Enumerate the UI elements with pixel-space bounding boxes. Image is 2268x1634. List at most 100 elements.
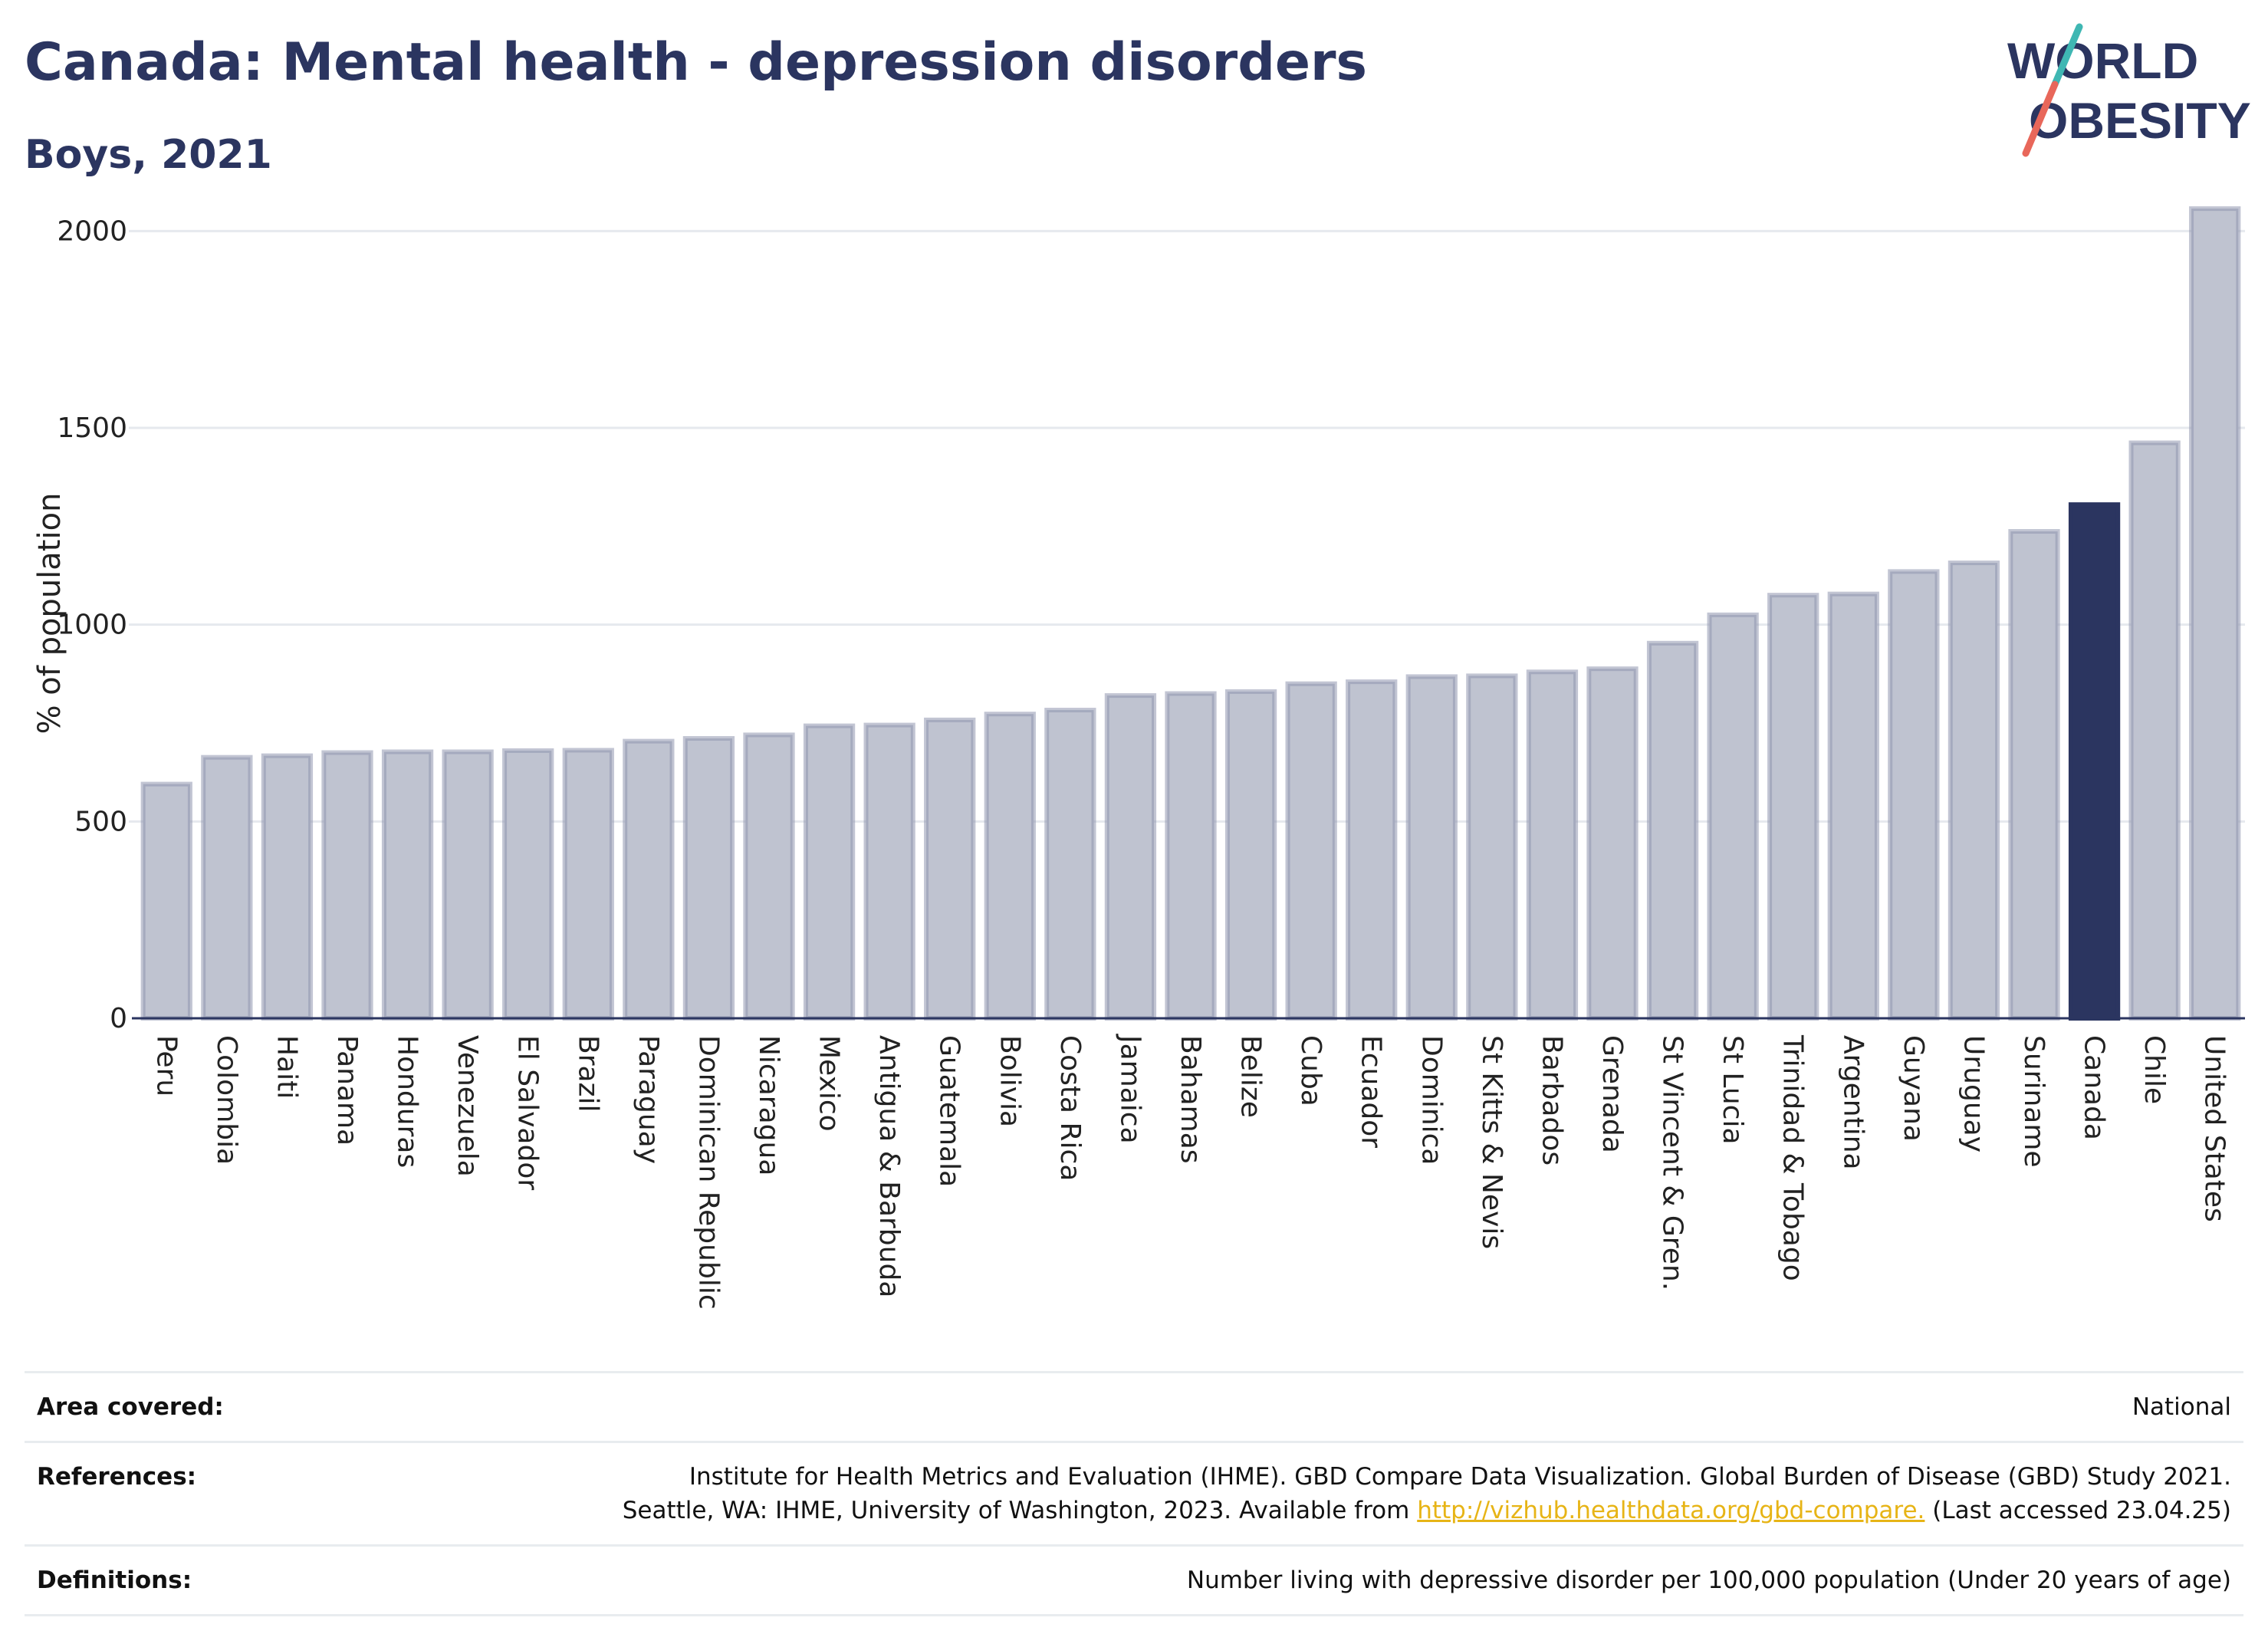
x-tick-label: Ecuador bbox=[1356, 1035, 1387, 1148]
x-tick-label: Barbados bbox=[1536, 1035, 1567, 1165]
bar-grenada bbox=[1586, 666, 1639, 1021]
x-tick-label: Argentina bbox=[1837, 1035, 1869, 1170]
bar-mexico bbox=[803, 723, 856, 1021]
x-tick-label: St Kitts & Nevis bbox=[1476, 1035, 1507, 1249]
bar-argentina bbox=[1827, 591, 1879, 1021]
bar-bahamas bbox=[1165, 691, 1217, 1021]
x-tick-label: United States bbox=[2199, 1035, 2230, 1222]
bars bbox=[140, 206, 2241, 1021]
bar-honduras bbox=[381, 749, 434, 1021]
area-value: National bbox=[2132, 1393, 2231, 1421]
y-tick-label: 0 bbox=[110, 1003, 127, 1034]
bar-dominica bbox=[1405, 674, 1458, 1021]
bar-jamaica bbox=[1104, 693, 1157, 1021]
logo-line2: OBESITY bbox=[2029, 92, 2251, 149]
bar-guyana bbox=[1888, 569, 1940, 1021]
bar-st-kitts-nevis bbox=[1466, 673, 1518, 1021]
x-tick-label: Chile bbox=[2138, 1035, 2170, 1104]
x-tick-label: Trinidad & Tobago bbox=[1777, 1034, 1809, 1281]
x-tick-label: Guatemala bbox=[934, 1035, 965, 1187]
bar-uruguay bbox=[1948, 561, 2000, 1021]
info-table: Area covered: National References: Insti… bbox=[25, 1371, 2243, 1616]
x-tick-label: Costa Rica bbox=[1054, 1035, 1086, 1181]
x-tick-label: Bolivia bbox=[994, 1035, 1025, 1127]
bar-united-states bbox=[2189, 206, 2241, 1021]
bar-dominican-republic bbox=[682, 736, 735, 1021]
bar-barbados bbox=[1526, 669, 1579, 1021]
y-axis-label: % of population bbox=[32, 493, 67, 735]
bar-paraguay bbox=[623, 738, 675, 1021]
x-tick-label: Haiti bbox=[271, 1035, 302, 1099]
definitions-value: Number living with depressive disorder p… bbox=[1186, 1567, 2231, 1594]
chart-subtitle: Boys, 2021 bbox=[25, 132, 272, 178]
definitions-label: Definitions: bbox=[37, 1567, 192, 1594]
bar-cuba bbox=[1285, 681, 1337, 1021]
references-label: References: bbox=[37, 1463, 197, 1491]
info-row-area: Area covered: National bbox=[25, 1371, 2243, 1441]
x-tick-label: Belize bbox=[1235, 1035, 1267, 1118]
bar-brazil bbox=[562, 748, 614, 1021]
x-tick-label: Bahamas bbox=[1175, 1035, 1206, 1164]
info-row-definitions: Definitions: Number living with depressi… bbox=[25, 1544, 2243, 1616]
bar-st-lucia bbox=[1707, 612, 1759, 1021]
y-axis-ticks: 0 500 1000 1500 2000 bbox=[57, 215, 127, 1034]
x-axis-labels: Peru Colombia Haiti Panama Honduras Venezuela… bbox=[150, 1034, 2230, 1310]
y-tick-label: 2000 bbox=[57, 215, 127, 247]
x-tick-label: Peru bbox=[150, 1035, 182, 1096]
x-tick-label: Canada bbox=[2079, 1035, 2110, 1140]
references-line2-pre: Seattle, WA: IHME, University of Washing… bbox=[622, 1497, 1418, 1524]
bar-colombia bbox=[201, 755, 253, 1021]
y-tick-label: 1000 bbox=[57, 610, 127, 641]
bar-ecuador bbox=[1346, 679, 1398, 1021]
x-tick-label: Jamaica bbox=[1114, 1034, 1146, 1144]
references-line2-post: (Last accessed 23.04.25) bbox=[1925, 1497, 2231, 1524]
x-tick-label: Mexico bbox=[814, 1035, 845, 1132]
bar-trinidad-tobago bbox=[1767, 593, 1819, 1021]
bar-guatemala bbox=[924, 717, 976, 1021]
bar-canada bbox=[2068, 502, 2121, 1021]
x-tick-label: Panama bbox=[331, 1035, 363, 1146]
bar-haiti bbox=[261, 753, 314, 1021]
x-tick-label: Grenada bbox=[1596, 1035, 1628, 1153]
area-label: Area covered: bbox=[37, 1393, 224, 1421]
bar-peru bbox=[140, 781, 192, 1021]
references-link[interactable]: http://vizhub.healthdata.org/gbd-compare… bbox=[1417, 1497, 1925, 1524]
bar-belize bbox=[1224, 689, 1277, 1021]
info-row-references: References: Institute for Health Metrics… bbox=[25, 1441, 2243, 1544]
world-obesity-logo: WORLD OBESITY bbox=[2007, 23, 2251, 157]
bar-nicaragua bbox=[743, 732, 795, 1021]
x-tick-label: Dominican Republic bbox=[692, 1035, 724, 1310]
bar-chart: 0 500 1000 1500 2000 Peru Colombia Haiti Panama… bbox=[32, 206, 2245, 1310]
x-tick-label: Nicaragua bbox=[753, 1035, 784, 1175]
bar-antigua-barbuda bbox=[863, 722, 915, 1021]
x-tick-label: El Salvador bbox=[512, 1035, 544, 1190]
logo-line1: WORLD bbox=[2007, 32, 2198, 89]
y-tick-label: 1500 bbox=[57, 413, 127, 444]
bar-venezuela bbox=[442, 749, 494, 1021]
x-tick-label: Paraguay bbox=[633, 1035, 664, 1164]
x-tick-label: Antigua & Barbuda bbox=[873, 1035, 905, 1297]
x-tick-label: Cuba bbox=[1295, 1035, 1326, 1106]
x-tick-label: Honduras bbox=[392, 1035, 423, 1168]
x-tick-label: Guyana bbox=[1898, 1035, 1929, 1142]
logo-slash-red bbox=[2022, 81, 2059, 157]
x-tick-label: Uruguay bbox=[1957, 1035, 1989, 1152]
bar-bolivia bbox=[984, 712, 1036, 1021]
x-tick-label: Suriname bbox=[2018, 1035, 2049, 1168]
x-tick-label: St Lucia bbox=[1717, 1035, 1748, 1145]
bar-panama bbox=[321, 750, 373, 1021]
bar-costa-rica bbox=[1044, 708, 1096, 1021]
x-tick-label: Dominica bbox=[1415, 1035, 1447, 1165]
x-tick-label: Brazil bbox=[572, 1035, 603, 1112]
bar-chile bbox=[2128, 440, 2181, 1021]
references-value: Institute for Health Metrics and Evaluat… bbox=[623, 1443, 2231, 1544]
references-line1: Institute for Health Metrics and Evaluat… bbox=[689, 1463, 2231, 1491]
bar-st-vincent-gren- bbox=[1646, 640, 1699, 1021]
x-tick-label: St Vincent & Gren. bbox=[1657, 1035, 1688, 1290]
bar-suriname bbox=[2008, 529, 2060, 1021]
y-tick-label: 500 bbox=[74, 806, 127, 837]
x-tick-label: Venezuela bbox=[452, 1035, 483, 1177]
chart-title: Canada: Mental health - depression disor… bbox=[25, 32, 1367, 93]
bar-el-salvador bbox=[502, 748, 554, 1021]
x-tick-label: Colombia bbox=[211, 1035, 242, 1165]
